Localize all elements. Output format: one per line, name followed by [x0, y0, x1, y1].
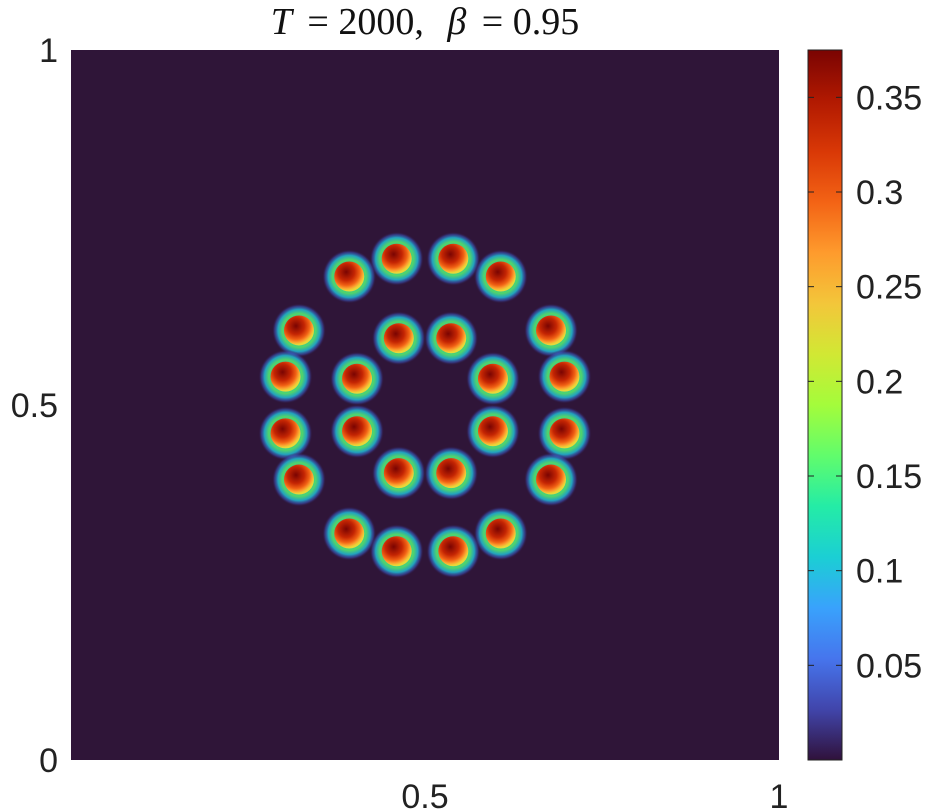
density-peak: [426, 524, 481, 579]
density-peak: [322, 249, 377, 304]
density-peak-core: [283, 464, 314, 495]
density-peak-core: [381, 243, 412, 274]
density-peak-core: [334, 261, 365, 292]
density-peak: [524, 303, 579, 358]
density-peak: [258, 349, 313, 404]
density-peak: [537, 406, 592, 461]
heatmap-field: [258, 231, 592, 579]
y-tick-label: 0.5: [11, 387, 58, 425]
colorbar-tick-label: 0.05: [856, 647, 922, 685]
density-peak: [465, 404, 520, 459]
x-axis-ticks: 0.5 1: [401, 778, 788, 812]
colorbar-tick-label: 0.25: [856, 269, 922, 307]
density-peak-core: [381, 536, 412, 567]
density-peak-core: [485, 518, 516, 549]
density-peak: [271, 452, 326, 507]
heatmap-background: [71, 50, 779, 760]
density-peak-core: [270, 361, 301, 392]
density-peak-core: [477, 416, 508, 447]
density-peak: [424, 446, 479, 501]
density-peak-core: [334, 518, 365, 549]
colorbar-tick-label: 0.35: [856, 79, 922, 117]
density-peak: [473, 506, 528, 561]
density-peak: [330, 404, 385, 459]
x-tick-label: 0.5: [401, 778, 448, 812]
density-peak-core: [342, 363, 373, 394]
density-peak: [371, 311, 426, 366]
density-peak: [426, 231, 481, 286]
colorbar-ticks: 0.05 0.1 0.15 0.2 0.25 0.3 0.35: [808, 79, 922, 685]
density-peak-core: [549, 361, 580, 392]
density-peak: [369, 524, 424, 579]
density-peak: [322, 506, 377, 561]
density-peak: [371, 446, 426, 501]
title-t-value: = 2000,: [307, 1, 423, 43]
density-peak-core: [383, 458, 414, 489]
title-beta-value: = 0.95: [482, 1, 579, 43]
chart-title: T = 2000, β = 0.95: [271, 1, 579, 43]
density-peak-core: [477, 363, 508, 394]
colorbar-tick-label: 0.3: [856, 174, 903, 212]
density-peak-core: [485, 261, 516, 292]
density-peak: [258, 406, 313, 461]
density-peak: [465, 351, 520, 406]
density-peak: [524, 452, 579, 507]
density-peak-core: [438, 536, 469, 567]
density-peak: [369, 231, 424, 286]
colorbar: [807, 49, 843, 761]
title-beta-symbol: β: [446, 1, 466, 43]
density-peak-core: [270, 418, 301, 449]
density-peak: [473, 249, 528, 304]
density-peak: [537, 349, 592, 404]
density-peak-core: [383, 323, 414, 354]
density-peak-core: [536, 315, 567, 346]
title-t-symbol: T: [271, 1, 295, 43]
colorbar-tick-label: 0.1: [856, 553, 903, 591]
colorbar-tick-label: 0.15: [856, 458, 922, 496]
y-tick-label: 0: [39, 742, 58, 780]
x-tick-label: 1: [770, 778, 789, 812]
density-peak-core: [436, 323, 467, 354]
colorbar-tick-label: 0.2: [856, 363, 903, 401]
y-axis-ticks: 00.51: [11, 32, 58, 780]
density-peak-core: [342, 416, 373, 447]
density-peak-core: [436, 458, 467, 489]
density-peak-core: [549, 418, 580, 449]
density-peak: [424, 311, 479, 366]
density-peak: [330, 351, 385, 406]
y-tick-label: 1: [39, 32, 58, 70]
density-peak-core: [438, 243, 469, 274]
density-peak-core: [283, 315, 314, 346]
density-peak: [271, 303, 326, 358]
density-peak-core: [536, 464, 567, 495]
